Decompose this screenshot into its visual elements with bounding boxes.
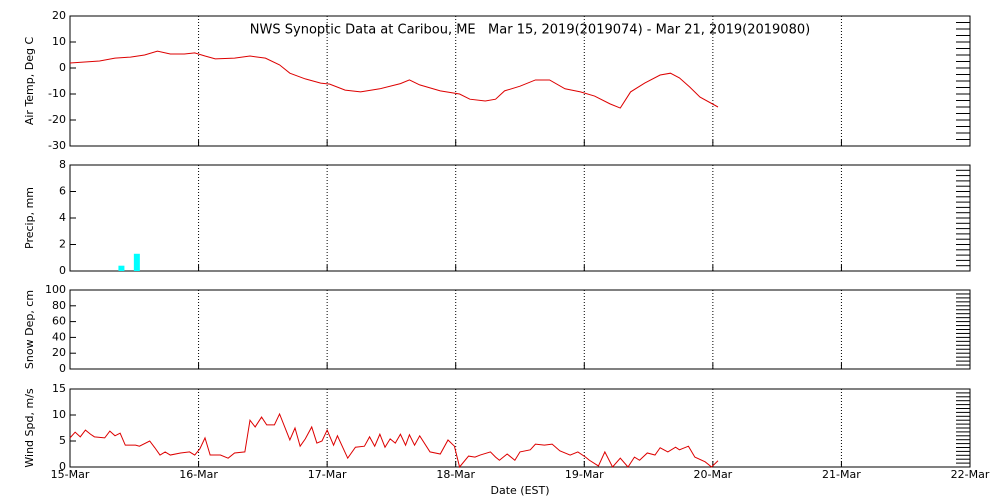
plot-frame: [69, 388, 971, 468]
x-tick-label: 17-Mar: [308, 468, 347, 481]
y-tick-label: 0: [59, 264, 66, 277]
x-tick-label: 16-Mar: [179, 468, 218, 481]
y-tick-label: 10: [52, 408, 66, 421]
y-tick-label: 40: [52, 330, 66, 343]
y-tick-label: 20: [52, 9, 66, 22]
y-tick-label: 100: [45, 283, 66, 296]
bar: [118, 265, 125, 271]
y-tick-label: 0: [59, 362, 66, 375]
y-axis-label: Air Temp, Deg C: [23, 37, 36, 126]
x-tick-label: 22-Mar: [951, 468, 990, 481]
chart-title: NWS Synoptic Data at Caribou, ME Mar 15,…: [250, 23, 810, 38]
data-line: [69, 412, 719, 469]
y-tick-label: 8: [59, 158, 66, 171]
y-tick-label: 20: [52, 346, 66, 359]
y-tick-label: 15: [52, 382, 66, 395]
y-tick-label: 80: [52, 299, 66, 312]
y-tick-label: 4: [59, 211, 66, 224]
y-tick-label: 0: [59, 61, 66, 74]
y-tick-label: 0: [59, 460, 66, 473]
x-tick-label: 15-Mar: [51, 468, 90, 481]
plot-frame: [69, 164, 971, 272]
x-tick-label: 19-Mar: [565, 468, 604, 481]
bar: [133, 253, 140, 271]
x-axis-label: Date (EST): [490, 484, 549, 497]
y-axis-label: Wind Spd, m/s: [23, 388, 36, 468]
data-line: [69, 50, 719, 109]
y-tick-label: -30: [48, 139, 66, 152]
y-tick-label: -20: [48, 113, 66, 126]
x-tick-label: 18-Mar: [436, 468, 475, 481]
y-axis-label: Snow Dep, cm: [23, 290, 36, 369]
x-tick-label: 20-Mar: [693, 468, 732, 481]
y-tick-label: -10: [48, 87, 66, 100]
y-axis-label: Precip, mm: [23, 187, 36, 249]
plot-frame: [69, 289, 971, 370]
y-tick-label: 60: [52, 315, 66, 328]
y-tick-label: 2: [59, 238, 66, 251]
y-tick-label: 6: [59, 185, 66, 198]
x-tick-label: 21-Mar: [822, 468, 861, 481]
y-tick-label: 10: [52, 35, 66, 48]
y-tick-label: 5: [59, 434, 66, 447]
